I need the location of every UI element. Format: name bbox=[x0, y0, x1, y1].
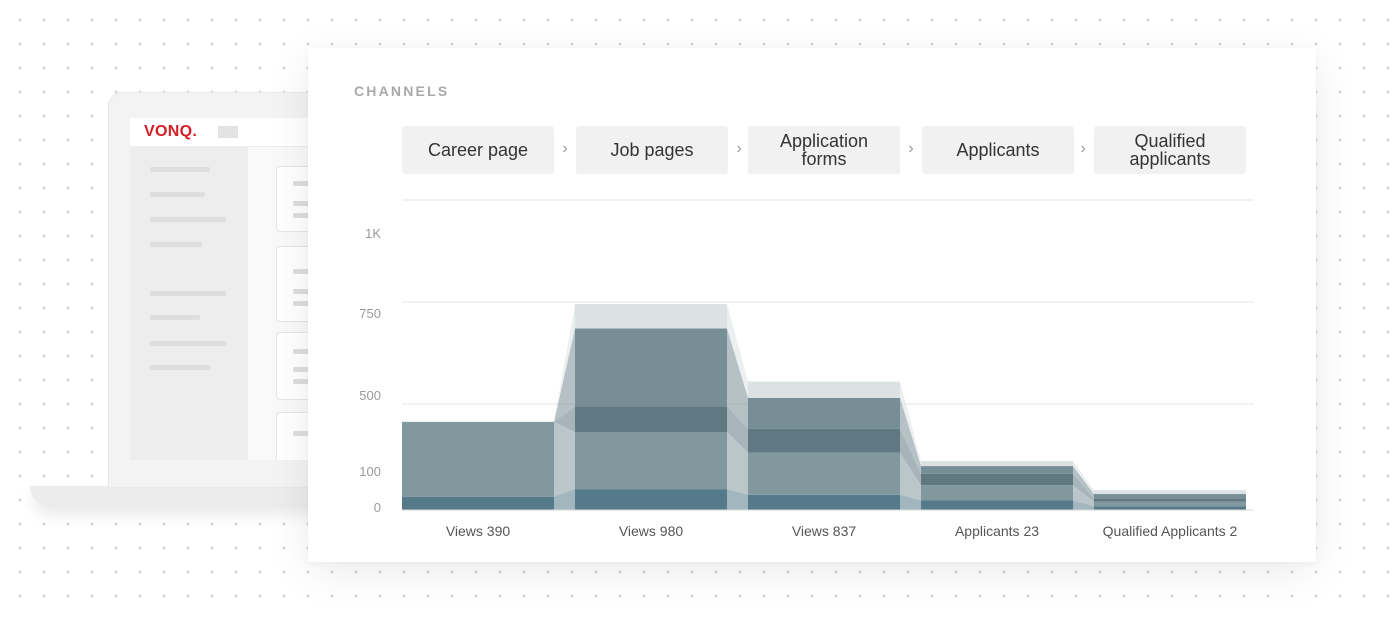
stack-connector bbox=[900, 381, 921, 467]
stack-connector bbox=[900, 452, 921, 501]
stack-connector bbox=[554, 304, 575, 422]
sidebar-line bbox=[150, 242, 202, 247]
stack-band bbox=[748, 428, 900, 453]
card-line bbox=[293, 181, 313, 186]
stack-band bbox=[1094, 506, 1246, 510]
chevron-right-icon: › bbox=[736, 140, 742, 157]
x-category-label: Qualified Applicants 2 bbox=[1103, 523, 1238, 539]
stage-career-page[interactable]: Career page bbox=[402, 126, 554, 174]
stack-band bbox=[921, 460, 1073, 467]
stack-connector bbox=[554, 406, 575, 433]
stack-band bbox=[1094, 501, 1246, 507]
sidebar-line bbox=[150, 341, 226, 346]
stack-band bbox=[921, 473, 1073, 486]
stage-label: Applicants bbox=[956, 140, 1040, 160]
stack-band bbox=[575, 432, 727, 490]
stack-connector bbox=[900, 428, 921, 486]
chevron-right-icon: › bbox=[562, 140, 568, 157]
card-line bbox=[293, 201, 313, 206]
header-placeholder bbox=[218, 126, 238, 138]
stack-band bbox=[575, 304, 727, 329]
stack-connector bbox=[900, 494, 921, 510]
stage-label: Job pages bbox=[610, 140, 694, 160]
stage-label: Qualified applicants bbox=[1129, 131, 1211, 169]
stack-band bbox=[1094, 494, 1246, 499]
stage-applicants[interactable]: Applicants bbox=[922, 126, 1074, 174]
y-tick-label: 100 bbox=[359, 464, 381, 479]
stage-label: Application forms bbox=[779, 131, 869, 169]
stage-qualified-applicants[interactable]: Qualified applicants bbox=[1094, 126, 1246, 174]
stack-band bbox=[575, 489, 727, 510]
card-line bbox=[293, 367, 313, 372]
stage-application-forms[interactable]: Application forms bbox=[748, 126, 900, 174]
laptop-base bbox=[30, 486, 360, 508]
vonq-logo: VONQ. bbox=[144, 123, 198, 140]
stack-band bbox=[921, 500, 1073, 510]
stack-band bbox=[402, 496, 554, 510]
sidebar-line bbox=[150, 291, 226, 296]
chevron-right-icon: › bbox=[1080, 140, 1086, 157]
x-category-label: Applicants 23 bbox=[955, 523, 1039, 539]
sidebar-line bbox=[150, 167, 210, 172]
stage-job-pages[interactable]: Job pages bbox=[576, 126, 728, 174]
x-category-label: Views 980 bbox=[619, 523, 684, 539]
stack-band bbox=[748, 494, 900, 510]
sidebar-line bbox=[150, 217, 226, 222]
stack-connector bbox=[554, 421, 575, 497]
stack-connector bbox=[727, 489, 748, 510]
y-tick-label: 0 bbox=[374, 500, 381, 515]
card-line bbox=[293, 289, 313, 294]
card-line bbox=[293, 301, 313, 306]
y-tick-label: 500 bbox=[359, 388, 381, 403]
stack-band bbox=[575, 328, 727, 407]
x-category-label: Views 837 bbox=[792, 523, 857, 539]
stack-connector bbox=[1073, 500, 1094, 510]
y-tick-label: 750 bbox=[359, 306, 381, 321]
stack-band bbox=[748, 397, 900, 429]
card-line bbox=[293, 349, 313, 354]
x-category-label: Views 390 bbox=[446, 523, 511, 539]
stack-connector bbox=[727, 328, 748, 429]
stack-band bbox=[402, 421, 554, 497]
stack-connector bbox=[554, 489, 575, 510]
stack-connector bbox=[727, 304, 748, 398]
stack-band bbox=[748, 381, 900, 398]
stack-connector bbox=[727, 406, 748, 453]
card-line bbox=[293, 269, 313, 274]
stack-connector bbox=[1073, 466, 1094, 499]
stack-band bbox=[921, 466, 1073, 474]
sidebar-line bbox=[150, 315, 200, 320]
stack-connector bbox=[1073, 460, 1094, 495]
card-line bbox=[293, 379, 313, 384]
stack-band bbox=[921, 485, 1073, 501]
card-line bbox=[293, 213, 313, 218]
stack-band bbox=[748, 452, 900, 495]
stack-connector bbox=[1073, 485, 1094, 507]
sidebar-line bbox=[150, 365, 210, 370]
stack-band bbox=[1094, 490, 1246, 495]
stage-label: Career page bbox=[427, 140, 529, 160]
sidebar-line bbox=[150, 192, 205, 197]
card-line bbox=[293, 431, 313, 436]
stack-band bbox=[575, 406, 727, 433]
stack-connector bbox=[1073, 473, 1094, 502]
chevron-right-icon: › bbox=[908, 140, 914, 157]
screen-sidebar bbox=[130, 147, 248, 460]
y-tick-label: 1K bbox=[365, 226, 381, 241]
stack-band bbox=[1094, 498, 1246, 502]
stack-connector bbox=[727, 432, 748, 495]
panel-title: CHANNELS bbox=[354, 83, 450, 99]
stack-connector bbox=[900, 397, 921, 474]
